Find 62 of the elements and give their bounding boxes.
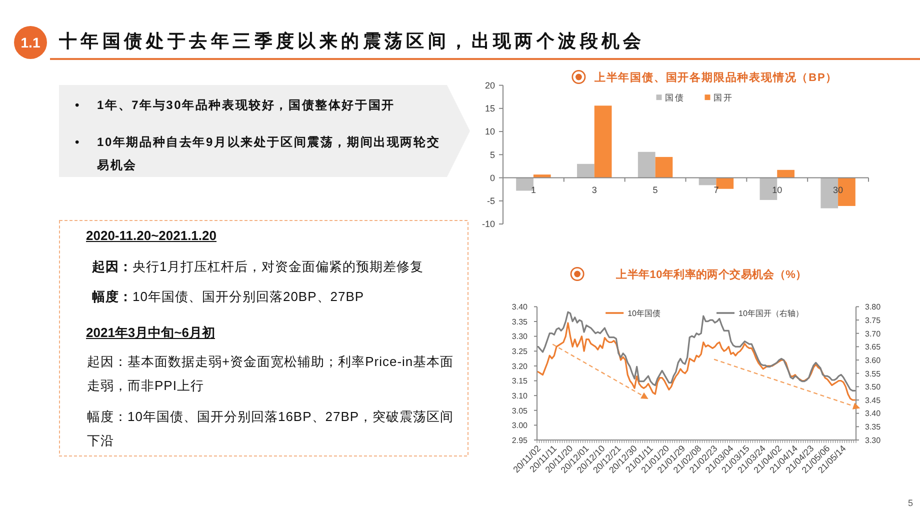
bar — [655, 156, 673, 178]
y2-tick-label: 3.60 — [865, 356, 882, 365]
x-tick-label: 1 — [530, 184, 536, 195]
bar — [577, 164, 594, 178]
chart-title: 上半年国债、国开各期限品种表现情况（BP） — [593, 71, 838, 84]
y2-tick-label: 3.55 — [865, 369, 882, 378]
x-tick-label: 10 — [772, 184, 782, 195]
y-tick-label: 3.15 — [512, 376, 528, 386]
y-tick-label: 5 — [490, 150, 495, 160]
legend-label: 国债 — [664, 92, 685, 102]
y2-tick-label: 3.35 — [865, 422, 882, 432]
y2-tick-label: 3.65 — [865, 342, 882, 352]
text: 幅度：10年国债、国开分别回落16BP、27BP，突破震荡区间下沿 — [87, 408, 455, 450]
text: 5 — [908, 497, 913, 509]
text: 起因：基本面数据走弱+资金面宽松辅助；利率Price-in基本面走弱，而非PPI上行 — [87, 353, 455, 395]
text: • — [75, 97, 81, 114]
y-tick-label: 20 — [484, 80, 495, 90]
bar — [533, 174, 551, 178]
text: 幅度： — [92, 289, 132, 304]
bar — [594, 106, 612, 178]
x-tick-label: 5 — [652, 184, 658, 195]
text: 10年国债、国开分别回落20BP、27BP — [132, 289, 364, 304]
legend-label: 10年国债 — [628, 308, 660, 318]
bar — [516, 178, 534, 191]
y-tick-label: 3.25 — [512, 347, 528, 356]
y2-tick-label: 3.45 — [865, 396, 882, 405]
text: 2021年3月中旬~6月初 — [86, 325, 215, 341]
y-tick-label: 3.20 — [512, 362, 528, 371]
y-tick-label: 3.10 — [512, 391, 528, 400]
y-tick-label: 0 — [490, 172, 495, 183]
x-tick-label: 7 — [714, 184, 719, 195]
x-tick-label: 3 — [592, 184, 597, 195]
y2-tick-label: 3.80 — [865, 302, 882, 312]
y2-tick-label: 3.50 — [865, 382, 882, 392]
text: 1年、7年与30年品种表现较好，国债整体好于国开 — [97, 97, 396, 114]
text: 央行1月打压杠杆后，对资金面偏紧的预期差修复 — [132, 259, 424, 274]
line-series — [537, 322, 856, 401]
y-tick-label: 2.95 — [512, 436, 528, 445]
text: 十年国债处于去年三季度以来的震荡区间，出现两个波段机会 — [59, 30, 645, 53]
text: • — [75, 134, 81, 151]
chart-title: 上半年10年利率的两个交易机会（%） — [615, 268, 807, 281]
y-tick-label: 3.40 — [512, 302, 528, 312]
y-tick-label: 15 — [484, 104, 495, 114]
y2-tick-label: 3.30 — [865, 436, 882, 445]
text: 起因： — [92, 259, 132, 274]
y-tick-label: 3.05 — [512, 406, 528, 416]
text: 2020-11.20~2021.1.20 — [86, 228, 216, 244]
y-tick-label: 3.00 — [512, 421, 528, 430]
y-tick-label: -10 — [482, 219, 495, 230]
text: 10年期品种自去年9月以来处于区间震荡，期间出现两轮交易机会 — [97, 134, 442, 174]
legend-label: 国开 — [713, 92, 734, 102]
y-tick-label: -5 — [486, 196, 495, 206]
y2-tick-label: 3.75 — [865, 316, 882, 325]
y-tick-label: 10 — [484, 126, 495, 137]
bar — [638, 152, 656, 178]
y2-tick-label: 3.70 — [865, 329, 882, 338]
y-tick-label: 3.35 — [512, 317, 528, 326]
y2-tick-label: 3.40 — [865, 409, 882, 418]
legend-label: 10年国开（右轴） — [738, 308, 804, 318]
y-tick-label: 3.30 — [512, 332, 528, 342]
text: 1.1 — [20, 34, 40, 50]
bar — [777, 170, 794, 178]
